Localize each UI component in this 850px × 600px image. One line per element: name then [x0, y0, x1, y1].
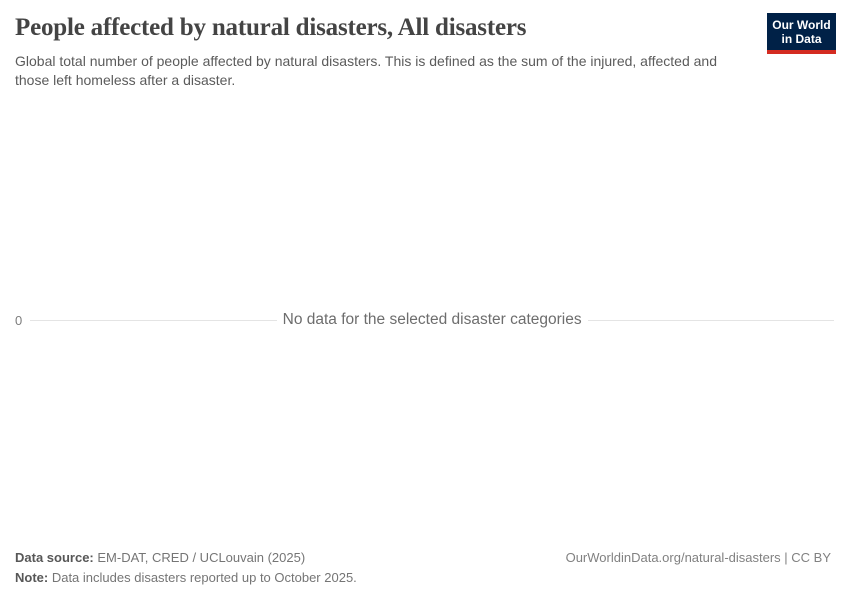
gridline-right-segment: [587, 319, 834, 321]
y-axis-tick-zero: 0: [15, 312, 23, 328]
owid-logo[interactable]: Our World in Data: [767, 13, 836, 54]
note-value: Data includes disasters reported up to O…: [48, 570, 357, 585]
gridline-left-segment: [30, 319, 277, 321]
note-line: Note: Data includes disasters reported u…: [15, 570, 357, 585]
chart-subtitle: Global total number of people affected b…: [15, 53, 717, 88]
owid-logo-text-line1: Our World: [772, 18, 831, 32]
no-data-message: No data for the selected disaster catego…: [282, 311, 582, 328]
chart-footer: Data source: EM-DAT, CRED / UCLouvain (2…: [15, 548, 831, 588]
owid-logo-text-line2: in Data: [781, 32, 822, 46]
data-source-line: Data source: EM-DAT, CRED / UCLouvain (2…: [15, 548, 305, 568]
owid-url-link[interactable]: OurWorldinData.org/natural-disasters | C…: [565, 550, 831, 565]
zero-axis-row: 0 No data for the selected disaster cate…: [15, 311, 834, 329]
data-source-label: Data source:: [15, 550, 94, 565]
page-title: People affected by natural disasters, Al…: [15, 14, 527, 41]
note-label: Note:: [15, 570, 49, 585]
data-source-value: EM-DAT, CRED / UCLouvain (2025): [93, 550, 306, 565]
